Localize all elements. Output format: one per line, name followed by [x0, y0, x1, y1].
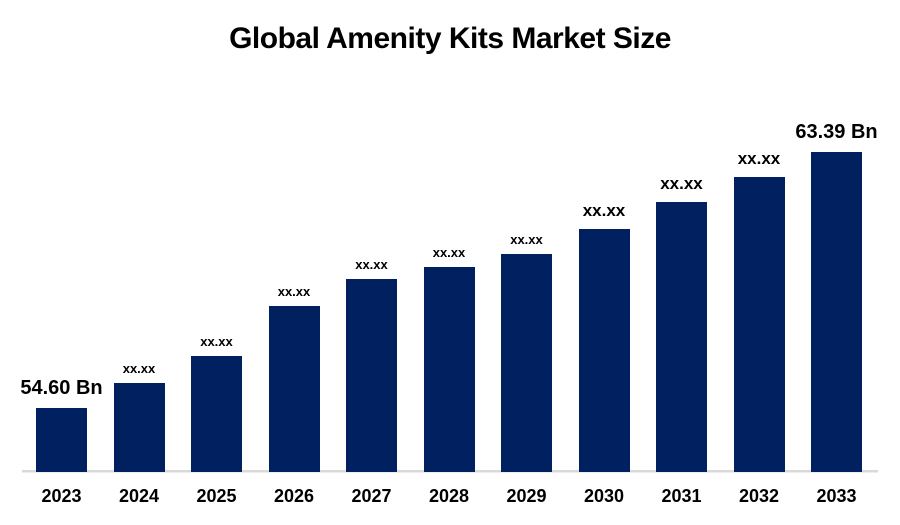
bar-value-label: xx.xx	[200, 334, 233, 349]
bar	[656, 202, 707, 472]
bar	[113, 383, 165, 472]
bar	[733, 177, 785, 472]
chart-title: Global Amenity Kits Market Size	[229, 22, 671, 55]
bar	[501, 254, 552, 472]
bar	[578, 229, 630, 472]
bar	[268, 306, 320, 472]
x-axis-label: 2025	[196, 486, 237, 506]
bar-value-label: xx.xx	[432, 245, 466, 260]
x-axis-label: 2032	[738, 486, 780, 506]
bar-value-label: xx.xx	[355, 257, 388, 272]
bar	[346, 279, 397, 472]
x-axis-label: 2033	[816, 486, 857, 506]
bar	[36, 408, 87, 472]
x-axis-label: 2027	[351, 486, 392, 506]
x-axis-label: 2029	[506, 486, 547, 506]
x-axis-label: 2031	[661, 486, 702, 506]
bar	[811, 152, 862, 472]
x-axis-label: 2024	[118, 486, 160, 506]
bar-value-label: xx.xx	[660, 174, 703, 193]
bar-value-label: 54.60 Bn	[20, 377, 103, 399]
x-axis-label: 2028	[428, 486, 470, 506]
bar-value-label: 63.39 Bn	[795, 121, 878, 143]
bar-value-label: xx.xx	[582, 201, 626, 220]
bar-value-label: xx.xx	[510, 232, 543, 247]
bar-value-label: xx.xx	[737, 149, 781, 168]
x-axis-label: 2030	[583, 486, 625, 506]
bar-value-label: xx.xx	[277, 284, 311, 299]
bar	[423, 267, 475, 472]
x-axis-label: 2026	[273, 486, 315, 506]
bar-value-label: xx.xx	[122, 361, 156, 376]
x-axis-label: 2023	[41, 486, 82, 506]
bar	[191, 356, 242, 472]
